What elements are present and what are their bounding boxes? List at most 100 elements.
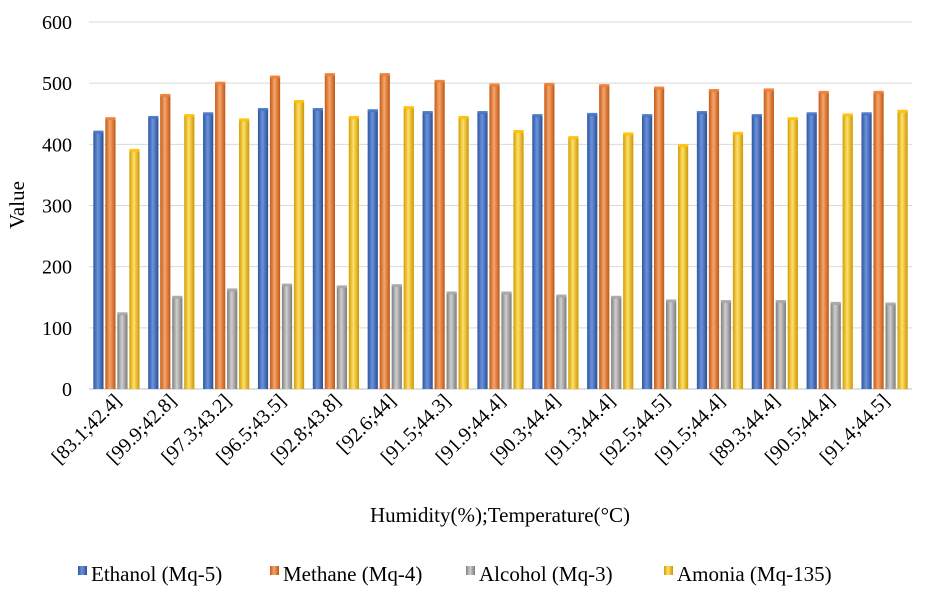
bar-alcohol [227, 289, 238, 389]
bar-alcohol [556, 296, 567, 389]
bar-ethanol [696, 112, 708, 389]
bar-amonia [348, 117, 359, 390]
bar-ethanol [367, 110, 378, 389]
bar-cap [696, 111, 708, 115]
y-axis-title: Value [5, 181, 29, 229]
bar-ethanol [257, 109, 269, 389]
bar-cap [148, 115, 159, 119]
bar-methane [160, 95, 171, 390]
bar-cap [203, 112, 214, 116]
y-tick-label: 100 [42, 318, 72, 340]
x-axis-title: Humidity(%);Temperature(°C) [370, 503, 630, 527]
bar-cap [775, 300, 786, 304]
bar-cap [215, 81, 226, 85]
bar-cap [861, 112, 872, 116]
legend-swatch [466, 566, 475, 575]
bar-alcohol [117, 313, 128, 389]
bar-cap [642, 114, 653, 118]
bar-cap [532, 114, 543, 118]
bar-cap [489, 83, 500, 87]
bar-amonia [842, 114, 853, 389]
bar-amonia [293, 101, 305, 390]
bar-cap [324, 73, 335, 77]
bar-cap [379, 73, 390, 77]
bar-amonia [129, 150, 140, 389]
bar-cap [117, 312, 128, 316]
bar-cap [93, 130, 104, 134]
bar-cap [568, 136, 579, 140]
bar-cap [184, 114, 195, 118]
bar-ethanol [93, 132, 104, 389]
bar-alcohol [830, 303, 841, 389]
bar-alcohol [666, 300, 677, 389]
bar-cap [842, 113, 853, 117]
bar-ethanol [532, 115, 543, 389]
bars [93, 73, 908, 390]
bar-cap [477, 111, 488, 115]
legend: Ethanol (Mq-5) Methane (Mq-4) Alcohol (Mq-… [78, 562, 832, 586]
bar-cap [293, 100, 305, 104]
legend-label: Ethanol (Mq-5) [91, 562, 222, 586]
bar-ethanol [806, 113, 817, 389]
bar-cap [720, 300, 732, 304]
bar-cap [830, 301, 841, 305]
bar-cap [556, 294, 567, 298]
bar-ethanol [312, 109, 323, 389]
bar-cap [367, 109, 378, 113]
legend-label: Amonia (Mq-135) [677, 562, 832, 586]
bar-amonia [732, 133, 744, 389]
bar-cap [544, 82, 555, 86]
bar-cap [654, 86, 665, 90]
bar-amonia [239, 119, 250, 390]
y-tick-label: 0 [62, 379, 72, 401]
gridlines [89, 21, 912, 390]
bar-cap [422, 111, 433, 115]
bar-cap [336, 285, 347, 289]
y-tick-label: 200 [42, 257, 72, 279]
bar-cap [269, 75, 281, 79]
bar-alcohol [336, 286, 347, 389]
legend-swatch [78, 566, 87, 575]
bar-cap [587, 112, 598, 116]
bar-cap [312, 107, 323, 111]
bar-alcohol [611, 297, 622, 389]
bar-cap [129, 148, 140, 152]
bar-methane [708, 90, 720, 389]
x-tick-labels: [83.1;42.4][99.9;42.8][97.3;43.2][96.5;4… [48, 390, 895, 468]
bar-cap [513, 129, 524, 133]
bar-alcohol [885, 303, 896, 389]
bar-cap [348, 115, 359, 119]
bar-amonia [678, 145, 689, 389]
bar-alcohol [391, 285, 402, 389]
bar-cap [446, 291, 457, 295]
y-tick-label: 400 [42, 134, 72, 156]
legend-label: Methane (Mq-4) [283, 562, 422, 586]
bar-ethanol [477, 112, 488, 389]
legend-swatch [270, 566, 279, 575]
bar-methane [215, 83, 226, 390]
bar-amonia [403, 107, 414, 389]
bar-amonia [184, 115, 195, 389]
bar-methane [544, 84, 555, 389]
bar-methane [324, 74, 335, 389]
bar-cap [885, 302, 896, 306]
bar-cap [751, 114, 762, 118]
bar-ethanol [751, 115, 762, 389]
bar-cap [105, 117, 116, 121]
bar-methane [434, 81, 445, 389]
bar-alcohol [172, 297, 183, 389]
bar-methane [654, 88, 665, 389]
bar-amonia [458, 117, 469, 390]
bar-cap [897, 109, 908, 113]
bar-cap [818, 90, 829, 94]
bar-methane [379, 74, 390, 389]
bar-cap [160, 93, 171, 97]
bar-ethanol [422, 112, 433, 389]
bar-alcohol [281, 285, 293, 389]
bar-alcohol [446, 292, 457, 389]
legend-swatch [664, 566, 673, 575]
bar-alcohol [501, 292, 512, 389]
y-tick-label: 300 [42, 196, 72, 218]
